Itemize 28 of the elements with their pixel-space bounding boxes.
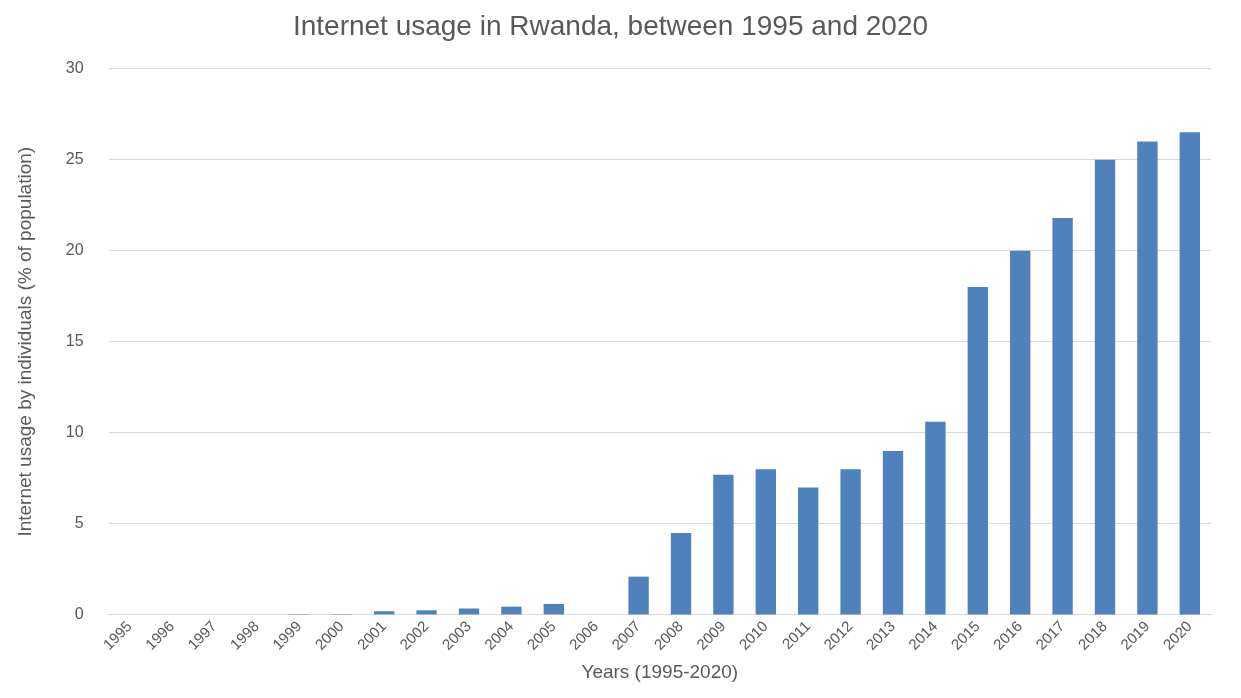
- bar: [501, 606, 522, 615]
- bar: [798, 487, 819, 615]
- bar: [925, 421, 946, 615]
- bar: [755, 469, 776, 615]
- y-tick-label: 25: [65, 150, 84, 168]
- bar: [1179, 132, 1200, 615]
- bar: [882, 450, 904, 615]
- y-tick-label: 10: [65, 423, 84, 441]
- y-tick-label: 0: [74, 605, 84, 623]
- bar: [1137, 141, 1158, 615]
- bar: [543, 603, 564, 615]
- bar: [374, 611, 395, 615]
- y-tick-label: 20: [65, 241, 84, 259]
- bar: [1010, 250, 1031, 615]
- y-axis-title: Internet usage by individuals (% of population): [13, 146, 35, 537]
- x-axis-title: Years (1995-2020): [581, 660, 739, 682]
- bar: [628, 576, 649, 615]
- bar: [840, 469, 861, 615]
- bar: [416, 610, 437, 615]
- bar: [967, 287, 988, 615]
- chart-title: Internet usage in Rwanda, between 1995 and 2020: [292, 9, 929, 41]
- y-tick-label: 5: [74, 514, 84, 532]
- bar: [1052, 217, 1073, 615]
- bar: [1094, 159, 1116, 615]
- y-tick-label: 30: [65, 59, 84, 77]
- y-tick-label: 15: [65, 332, 84, 350]
- bar: [713, 474, 734, 615]
- bar: [670, 532, 692, 615]
